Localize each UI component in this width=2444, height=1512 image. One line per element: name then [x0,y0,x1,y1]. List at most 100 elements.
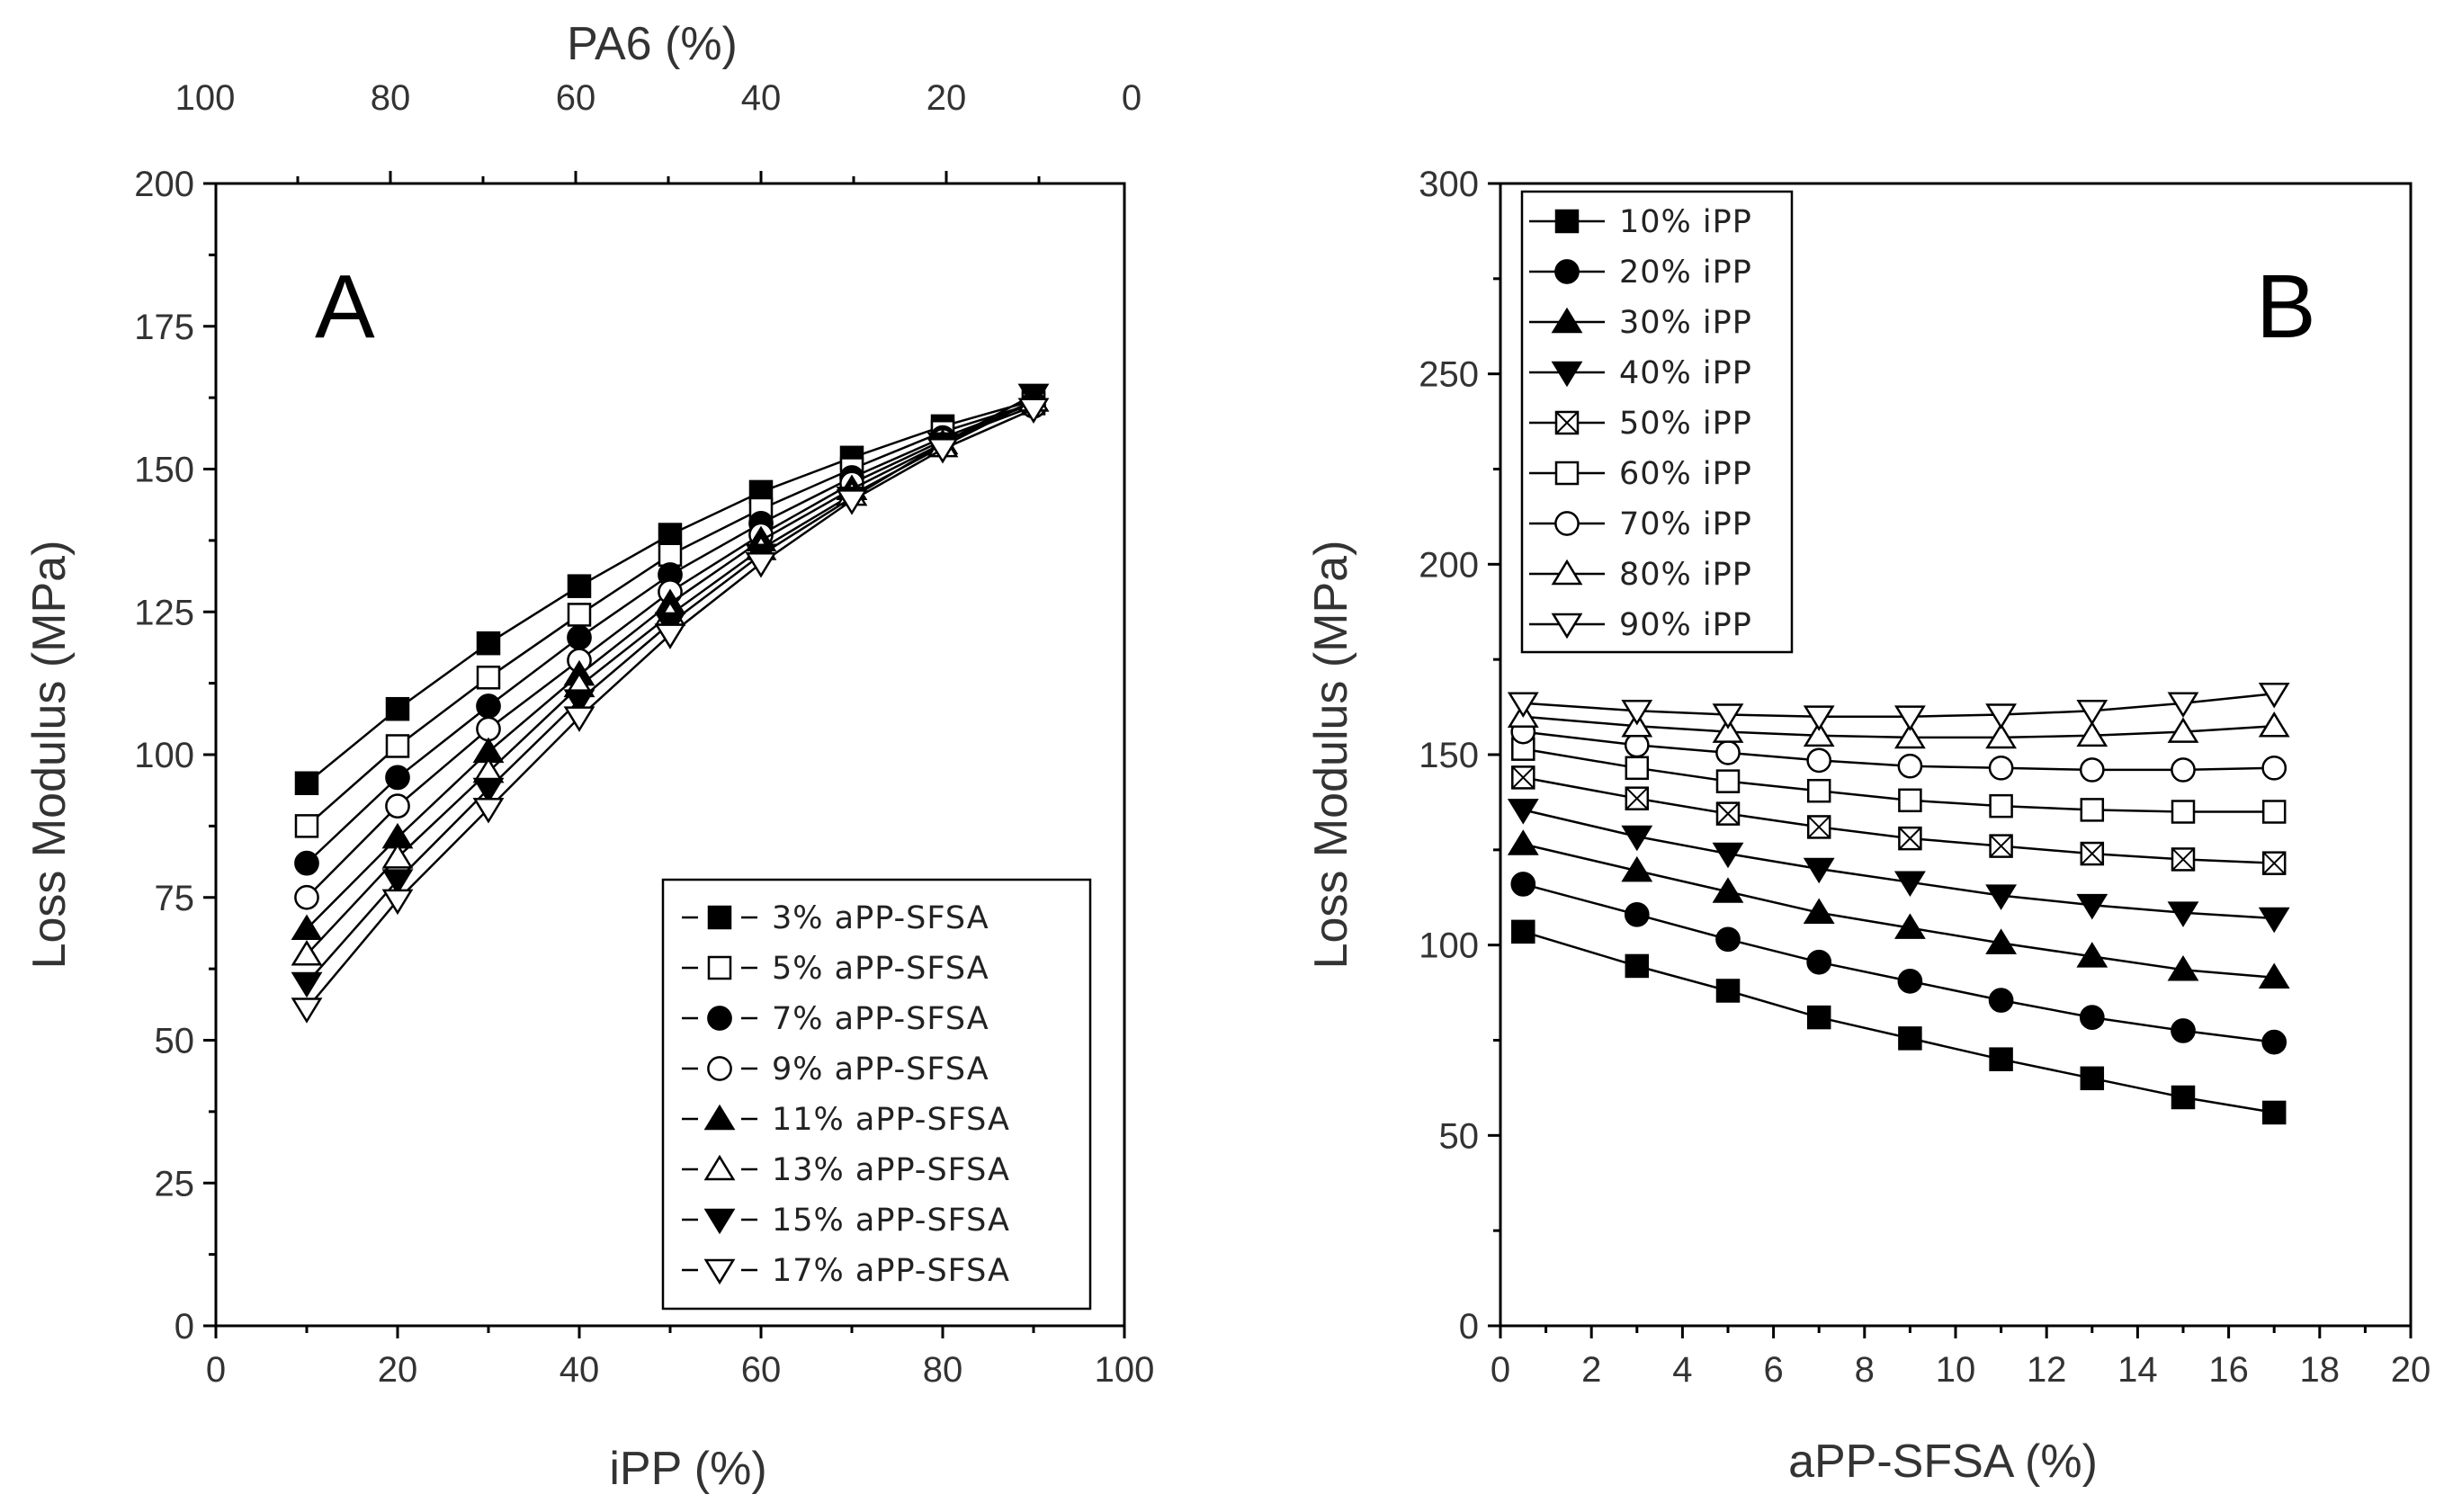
panel-b-data-point-cross [2171,847,2195,872]
panel-b-legend-item: 40% iPP [1529,355,1751,391]
panel-a-x-axis-title: iPP (%) [609,1443,766,1495]
panel-b-y-tick-label: 100 [1419,926,1479,966]
panel-a-legend-item: 15% aPP-SFSA [682,1203,1009,1239]
panel-a-data-point [836,489,868,515]
panel-b-data-point [2167,692,2199,719]
panel-a-series-line [306,399,1034,956]
panel-b-data-point [1893,705,1926,731]
panel-b-data-point [2167,954,2199,981]
panel-a-legend-marker [707,955,732,980]
panel-b-data-point [2171,1085,2196,1110]
panel-b-data-point [2258,962,2290,989]
panel-b-series-5 [1511,737,2287,824]
panel-b-legend-label: 70% iPP [1619,506,1752,542]
panel-b-x-tick-label: 10 [1936,1350,1976,1390]
panel-b-data-point [2076,700,2108,726]
panel-a-x-tick-label: 60 [741,1350,782,1390]
panel-b-data-point [1893,871,1926,898]
panel-a-data-point [385,696,410,721]
panel-b-series-1 [1510,872,2287,1055]
panel-a-legend-item: 11% aPP-SFSA [682,1102,1009,1138]
panel-b-data-point [1715,769,1741,793]
panel-a-legend-label: 17% aPP-SFSA [772,1253,1010,1289]
panel-b-data-point [2076,942,2108,968]
panel-b-data-point [1715,926,1741,953]
panel-a-legend-item: 9% aPP-SFSA [682,1051,989,1087]
panel-b-data-point [2079,757,2105,783]
panel-a-series-line [306,399,1034,930]
panel-b-data-point [2261,800,2287,824]
panel-b-x-tick-label: 12 [2027,1350,2067,1390]
panel-b-y-axis-title: Loss Modulus (MPa) [1305,541,1357,970]
panel-a-legend-label: 5% aPP-SFSA [772,951,989,987]
panel-b-data-point-cross [2262,851,2286,875]
panel-a-legend-label: 9% aPP-SFSA [772,1051,989,1087]
panel-a-top-tick-label: 40 [741,78,782,118]
panel-b-data-point-cross [1989,834,2013,858]
panel-b-data-point-cross [1625,786,1649,810]
panel-a-series-4 [291,386,1050,940]
panel-b-x-tick-label: 0 [1491,1350,1510,1390]
panel-a-legend-marker [703,1154,736,1181]
panel-b-data-point [1624,732,1650,758]
panel-b-data-point [1621,825,1653,852]
panel-a-y-tick-label: 0 [175,1307,194,1346]
panel-a-y-tick-label: 100 [134,736,194,775]
panel-a-data-point [381,869,414,895]
panel-a-legend-item: 5% aPP-SFSA [682,951,989,987]
panel-b-x-tick-label: 2 [1581,1350,1601,1390]
panel-b-x-tick-label: 20 [2391,1350,2431,1390]
panel-a-data-point [291,914,323,940]
panel-a-y-tick-label: 50 [155,1022,195,1061]
panel-a-top-tick-label: 100 [175,78,236,118]
panel-b-series-7 [1507,702,2290,749]
panel-b-data-point [1712,703,1744,729]
panel-a-data-point [567,603,592,627]
panel-a-y-tick-label: 200 [134,165,194,204]
panel-b-data-point [2171,1018,2196,1043]
panel-b-series-8 [1507,682,2290,731]
panel-a-legend-box [661,878,1092,1311]
panel-b-data-point [1803,720,1835,747]
panel-a-data-point [476,666,501,690]
panel-b-data-point [1988,755,2014,781]
panel-b-legend-marker [1554,259,1580,284]
panel-b-data-point [2261,755,2287,781]
panel-b-data-point [1507,692,1539,719]
panel-b-data-point [1806,949,1832,975]
panel-a-data-point [381,889,414,916]
panel-b-data-point [1893,913,1926,939]
panel-b-legend-label: 10% iPP [1619,204,1752,240]
panel-b-legend-marker [1551,307,1583,334]
panel-b-y-tick-label: 150 [1419,736,1479,775]
panel-b-legend-item: 30% iPP [1529,305,1751,341]
panel-b-data-point [1988,988,2014,1013]
panel-b-legend-marker-cross [1555,411,1579,434]
panel-b-x-tick-label: 14 [2117,1350,2158,1390]
panel-a-y-tick-label: 25 [155,1164,195,1203]
panel-a-data-point [472,777,505,804]
panel-b-data-point [1511,919,1535,944]
panel-a-y-axis-title: Loss Modulus (MPa) [23,541,76,970]
panel-b-legend-item: 50% iPP [1529,406,1752,442]
panel-a-legend: 3% aPP-SFSA 5% aPP-SFSA 7% aPP-SFSA 9% aPP-… [661,878,1092,1311]
panel-a-data-point [472,798,505,824]
panel-a-x-tick-label: 80 [923,1350,963,1390]
panel-b-x-axis-title: aPP-SFSA (%) [1788,1436,2098,1488]
panel-b-data-point [1624,901,1650,927]
panel-a-y-tick-label: 125 [134,593,194,632]
panel-b-data-point [1510,872,1536,897]
panel-b-data-point [1893,722,1926,749]
panel-b-legend-label: 60% iPP [1619,456,1752,492]
panel-a-x-tick-label: 20 [378,1350,418,1390]
panel-b-legend-item: 80% iPP [1529,557,1751,593]
panel-a-data-point [476,693,501,719]
panel-b-data-point-cross [1716,801,1740,826]
panel-a-top-axis-title: PA6 (%) [567,18,738,70]
panel-a-legend-marker [703,1104,736,1131]
panel-b-data-point [1806,747,1832,774]
panel-b-legend-label: 50% iPP [1619,406,1752,442]
